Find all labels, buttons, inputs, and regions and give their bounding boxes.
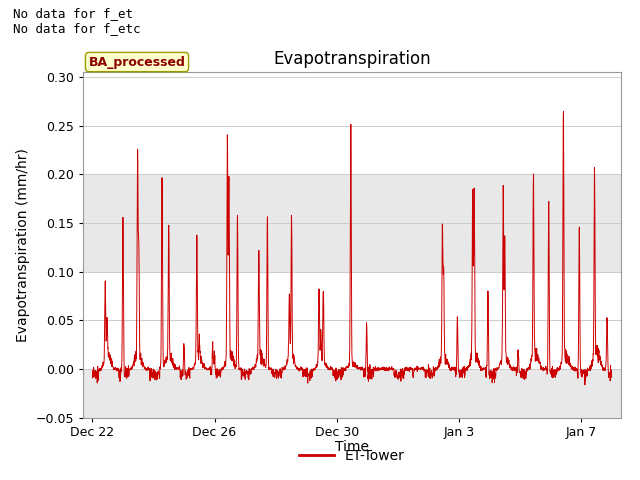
Bar (83, 72, 621, 174)
Text: BA_processed: BA_processed (88, 56, 186, 69)
Bar (83, 272, 621, 369)
X-axis label: Time: Time (335, 440, 369, 455)
Y-axis label: Evapotranspiration (mm/hr): Evapotranspiration (mm/hr) (16, 148, 30, 342)
Text: No data for f_et: No data for f_et (13, 7, 133, 20)
Bar (83, 174, 621, 272)
Title: Evapotranspiration: Evapotranspiration (273, 49, 431, 68)
Bar (83, 369, 621, 418)
Legend: ET-Tower: ET-Tower (294, 443, 410, 468)
Text: No data for f_etc: No data for f_etc (13, 22, 140, 35)
